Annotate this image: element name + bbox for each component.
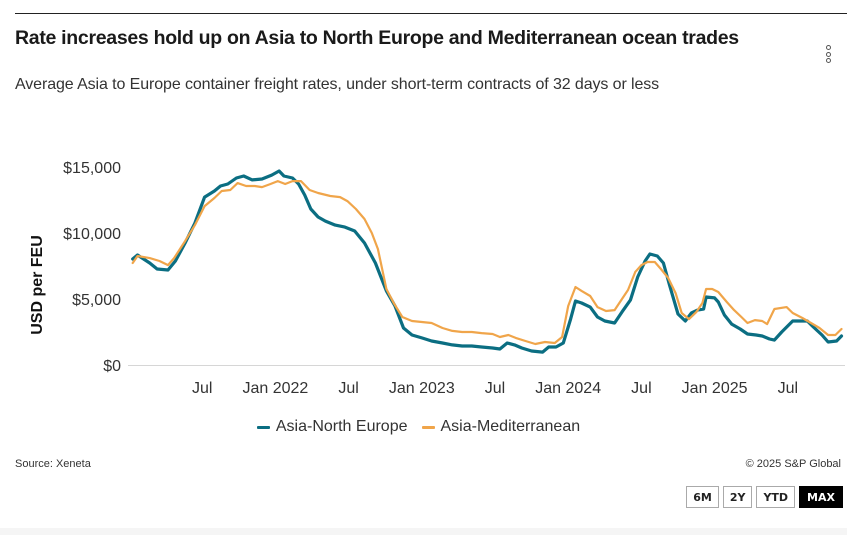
vertical-ellipsis-icon[interactable] <box>821 45 835 73</box>
x-tick-label: Jan 2022 <box>242 380 308 397</box>
copyright-note: © 2025 S&P Global <box>745 458 841 470</box>
legend-swatch-icon <box>421 425 435 429</box>
y-tick-label: $0 <box>103 358 121 375</box>
source-note: Source: Xeneta <box>15 458 91 470</box>
y-tick-label: $15,000 <box>63 160 121 177</box>
series-line-asia-mediterranean[interactable] <box>131 180 843 346</box>
series-line-asia-north-europe[interactable] <box>131 169 844 354</box>
bottom-band <box>0 528 847 535</box>
y-tick-label: $5,000 <box>72 292 121 309</box>
x-tick-label: Jul <box>338 380 358 397</box>
range-selector: 6M 2Y YTD MAX <box>686 486 843 508</box>
legend-item[interactable]: Asia-Mediterranean <box>421 418 581 436</box>
x-tick-label: Jul <box>192 380 212 397</box>
chart-subtitle: Average Asia to Europe container freight… <box>15 76 660 93</box>
chart-title: Rate increases hold up on Asia to North … <box>15 27 739 49</box>
legend-label: Asia-North Europe <box>275 418 408 435</box>
y-axis: $0 $5,000 $10,000 $15,000 <box>63 160 121 375</box>
range-button-max[interactable]: MAX <box>799 486 843 508</box>
line-chart: USD per FEU $0 $5,000 $10,000 $15,000 Jul Ja… <box>29 160 845 397</box>
legend-label: Asia-Mediterranean <box>440 418 581 435</box>
range-button-ytd[interactable]: YTD <box>756 486 796 508</box>
x-tick-label: Jul <box>631 380 651 397</box>
top-rule <box>15 13 847 14</box>
range-button-2y[interactable]: 2Y <box>722 486 753 508</box>
y-tick-label: $10,000 <box>63 226 121 243</box>
menu-dot <box>825 51 831 57</box>
menu-dot <box>825 58 831 63</box>
x-tick-label: Jan 2023 <box>389 380 455 397</box>
legend-swatch-icon <box>256 425 270 429</box>
series-group <box>131 169 844 354</box>
range-button-6m[interactable]: 6M <box>686 486 719 508</box>
y-axis-title-group: USD per FEU <box>29 235 46 335</box>
x-tick-label: Jul <box>485 380 505 397</box>
y-axis-title: USD per FEU <box>29 235 46 335</box>
x-axis: Jul Jan 2022 Jul Jan 2023 Jul Jan 2024 Jul Jan … <box>192 380 798 397</box>
menu-dot <box>825 45 831 50</box>
x-tick-label: Jan 2024 <box>535 380 601 397</box>
legend-item[interactable]: Asia-North Europe <box>256 418 408 436</box>
legend: Asia-North Europe Asia-Mediterranean <box>0 418 847 436</box>
x-tick-label: Jul <box>778 380 798 397</box>
x-tick-label: Jan 2025 <box>682 380 748 397</box>
